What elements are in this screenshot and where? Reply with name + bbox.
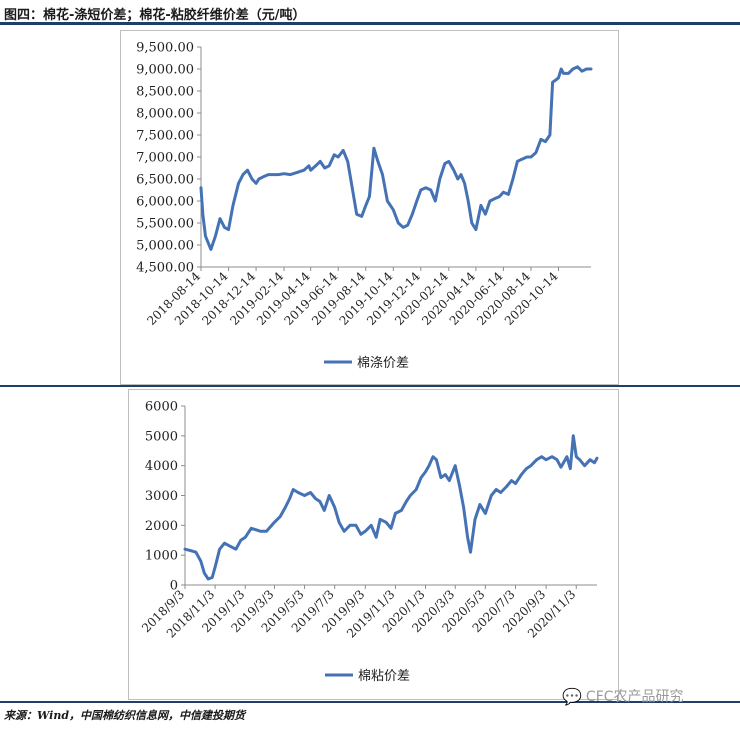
chart-panel-cotton-viscose: 0 1000 2000 3000 4000 5000 6000 2018/9/3 2018/11… xyxy=(128,389,619,700)
watermark: 💬 CFC农产品研究 xyxy=(562,686,684,706)
chart2-y-tick-label: 2000 xyxy=(145,519,178,534)
top-rule xyxy=(0,22,740,25)
wechat-icon: 💬 xyxy=(562,686,582,706)
watermark-text: CFC农产品研究 xyxy=(585,689,684,705)
chart-cotton-viscose: 01000200030004000500060002018/9/32018/11… xyxy=(139,400,599,684)
chart2-y-tick-label: 4000 xyxy=(145,459,178,474)
chart1-legend-label: 棉涤价差 xyxy=(357,356,409,371)
chart2-series-line xyxy=(183,434,599,581)
chart2-legend-label: 棉粘价差 xyxy=(358,669,410,684)
chart1-y-tick-label: 8,500.00 xyxy=(136,85,194,100)
chart2-y-tick-label: 3000 xyxy=(145,489,178,504)
chart2-y-tick-label: 1000 xyxy=(145,549,178,564)
chart1-y-tick-label: 6,500.00 xyxy=(136,173,194,188)
chart2-y-tick-label: 6000 xyxy=(145,400,178,415)
chart2-y-tick-label: 5000 xyxy=(145,429,178,444)
bottom-rule xyxy=(0,701,740,703)
chart1-y-tick-label: 7,500.00 xyxy=(136,129,194,144)
chart1-y-tick-label: 4,500.00 xyxy=(136,261,194,276)
chart1-series-line xyxy=(199,65,593,251)
chart1-y-tick-label: 8,000.00 xyxy=(136,107,194,122)
chart1-y-tick-label: 5,000.00 xyxy=(136,239,194,254)
chart1-y-tick-label: 5,500.00 xyxy=(136,217,194,232)
chart1-y-tick-label: 9,000.00 xyxy=(136,63,194,78)
chart1-y-tick-label: 9,500.00 xyxy=(136,41,194,56)
source-note: 来源：Wind，中国棉纺织信息网，中信建投期货 xyxy=(4,709,246,722)
middle-rule xyxy=(0,385,740,387)
chart-panel-cotton-polyester: 4,500.00 5,000.00 5,500.00 6,000.00 6,500.00… xyxy=(120,30,619,385)
figure-title: 图四：棉花-涤短价差；棉花-粘胶纤维价差（元/吨） xyxy=(4,8,306,23)
chart-cotton-polyester: 4,500.00 5,000.00 5,500.00 6,000.00 6,500.00… xyxy=(136,41,593,371)
chart2-y-tick-label: 0 xyxy=(170,579,178,594)
chart1-y-tick-label: 7,000.00 xyxy=(136,151,194,166)
chart1-y-tick-label: 6,000.00 xyxy=(136,195,194,210)
